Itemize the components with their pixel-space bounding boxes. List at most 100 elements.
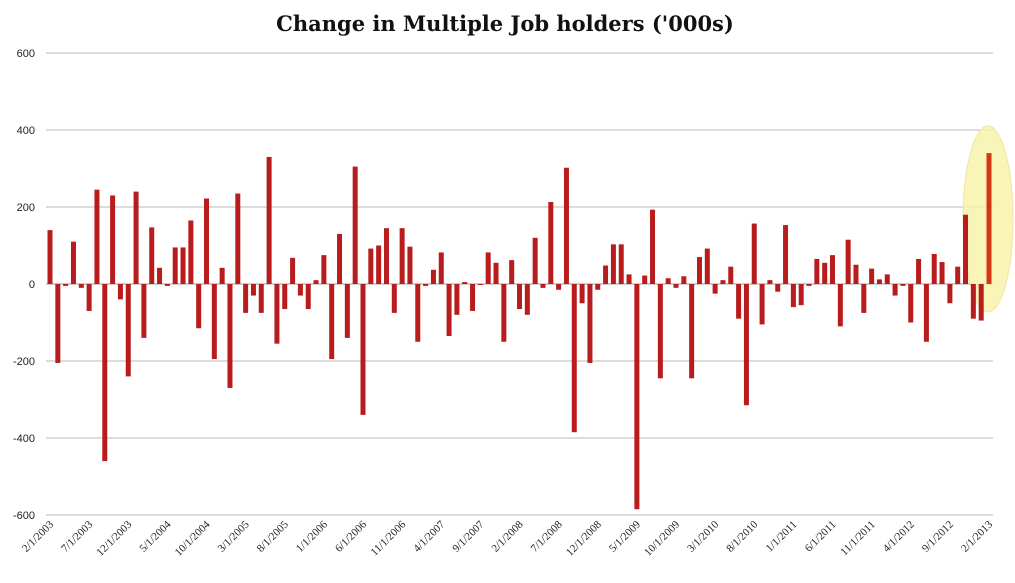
bar (814, 258, 820, 284)
bar (399, 228, 405, 284)
x-tick-label: 12/1/2008 (564, 518, 604, 558)
bar (884, 274, 890, 285)
bar (806, 284, 812, 286)
bar (274, 284, 280, 344)
bar (704, 248, 710, 284)
x-tick-label: 1/1/2006 (294, 518, 330, 554)
x-tick-label: 9/1/2012 (920, 519, 956, 555)
bar (258, 284, 264, 313)
bar (876, 279, 882, 284)
bar (650, 209, 656, 284)
bar (540, 284, 546, 288)
bar (70, 241, 76, 284)
bar (470, 284, 476, 311)
bar (751, 223, 757, 284)
bar (305, 284, 311, 310)
bar (986, 153, 992, 284)
bar (227, 284, 233, 388)
bar (626, 274, 632, 285)
bar (603, 265, 609, 284)
bar (869, 268, 875, 284)
x-tick-label: 10/1/2004 (173, 518, 213, 558)
bar (517, 284, 522, 310)
bar (204, 198, 209, 284)
bar (955, 266, 961, 284)
x-tick-label: 12/1/2003 (94, 518, 134, 558)
y-tick-label: 200 (17, 202, 35, 214)
x-tick-label: 3/1/2005 (216, 518, 252, 554)
y-tick-label: -200 (13, 356, 35, 368)
bar (430, 269, 436, 284)
bar (157, 267, 163, 284)
bar (243, 284, 249, 313)
y-tick-label: 600 (17, 48, 35, 60)
bar (900, 284, 906, 286)
bar (423, 284, 429, 286)
bar (172, 247, 178, 284)
bar (321, 255, 327, 285)
x-tick-label: 1/1/2011 (764, 519, 800, 555)
bar (164, 284, 170, 286)
bar (853, 264, 859, 284)
y-tick-label: -400 (13, 433, 35, 445)
bar (587, 284, 593, 363)
bar (963, 214, 969, 284)
bar (923, 284, 929, 342)
bar (383, 228, 389, 284)
x-tick-label: 2/1/2003 (20, 518, 56, 554)
x-tick-label: 11/1/2011 (838, 519, 877, 558)
bar (297, 284, 303, 296)
bar (571, 284, 577, 433)
x-axis-tick-labels: 2/1/2003 7/1/2003 12/1/2003 5/1/2004 10/1/20… (20, 518, 995, 558)
x-tick-label: 5/1/2004 (137, 518, 173, 554)
bar (970, 284, 976, 319)
bar (188, 220, 194, 284)
bar (149, 227, 155, 284)
bar (141, 284, 147, 338)
bar (180, 247, 186, 284)
x-tick-label: 2/1/2013 (959, 518, 995, 554)
bar (211, 284, 217, 360)
bar (689, 284, 695, 379)
bar (376, 245, 382, 284)
x-tick-label: 7/1/2003 (59, 518, 95, 554)
x-tick-label: 7/1/2008 (529, 518, 565, 554)
bars (47, 153, 992, 510)
bar (391, 284, 397, 313)
bar (282, 284, 288, 310)
bar (415, 284, 421, 342)
bar (47, 230, 53, 284)
x-tick-label: 4/1/2007 (411, 518, 447, 554)
bar (736, 284, 742, 319)
bar (798, 284, 804, 306)
bar (125, 284, 131, 377)
bar (454, 284, 460, 315)
bar (830, 255, 835, 285)
y-tick-label: 400 (17, 125, 35, 137)
x-tick-label: 6/1/2006 (333, 518, 369, 554)
bar (219, 267, 225, 284)
bar (861, 284, 867, 313)
bar (978, 284, 984, 321)
bar (290, 257, 296, 284)
x-tick-label: 6/1/2011 (803, 519, 839, 555)
bar (790, 284, 796, 308)
x-tick-label: 8/1/2005 (255, 518, 291, 554)
bar (78, 284, 84, 288)
x-tick-label: 8/1/2010 (724, 518, 760, 554)
bar (196, 284, 202, 329)
bar (266, 156, 272, 284)
bar (462, 282, 468, 284)
bar (634, 284, 640, 510)
bar (696, 257, 702, 284)
bar (610, 244, 616, 284)
bar (720, 280, 726, 284)
bar (352, 166, 358, 284)
bar (438, 252, 444, 284)
bar (822, 262, 828, 284)
x-tick-label: 3/1/2010 (685, 518, 721, 554)
bar (642, 275, 648, 284)
bar (407, 246, 413, 284)
bar (94, 189, 100, 284)
bar (117, 284, 123, 300)
